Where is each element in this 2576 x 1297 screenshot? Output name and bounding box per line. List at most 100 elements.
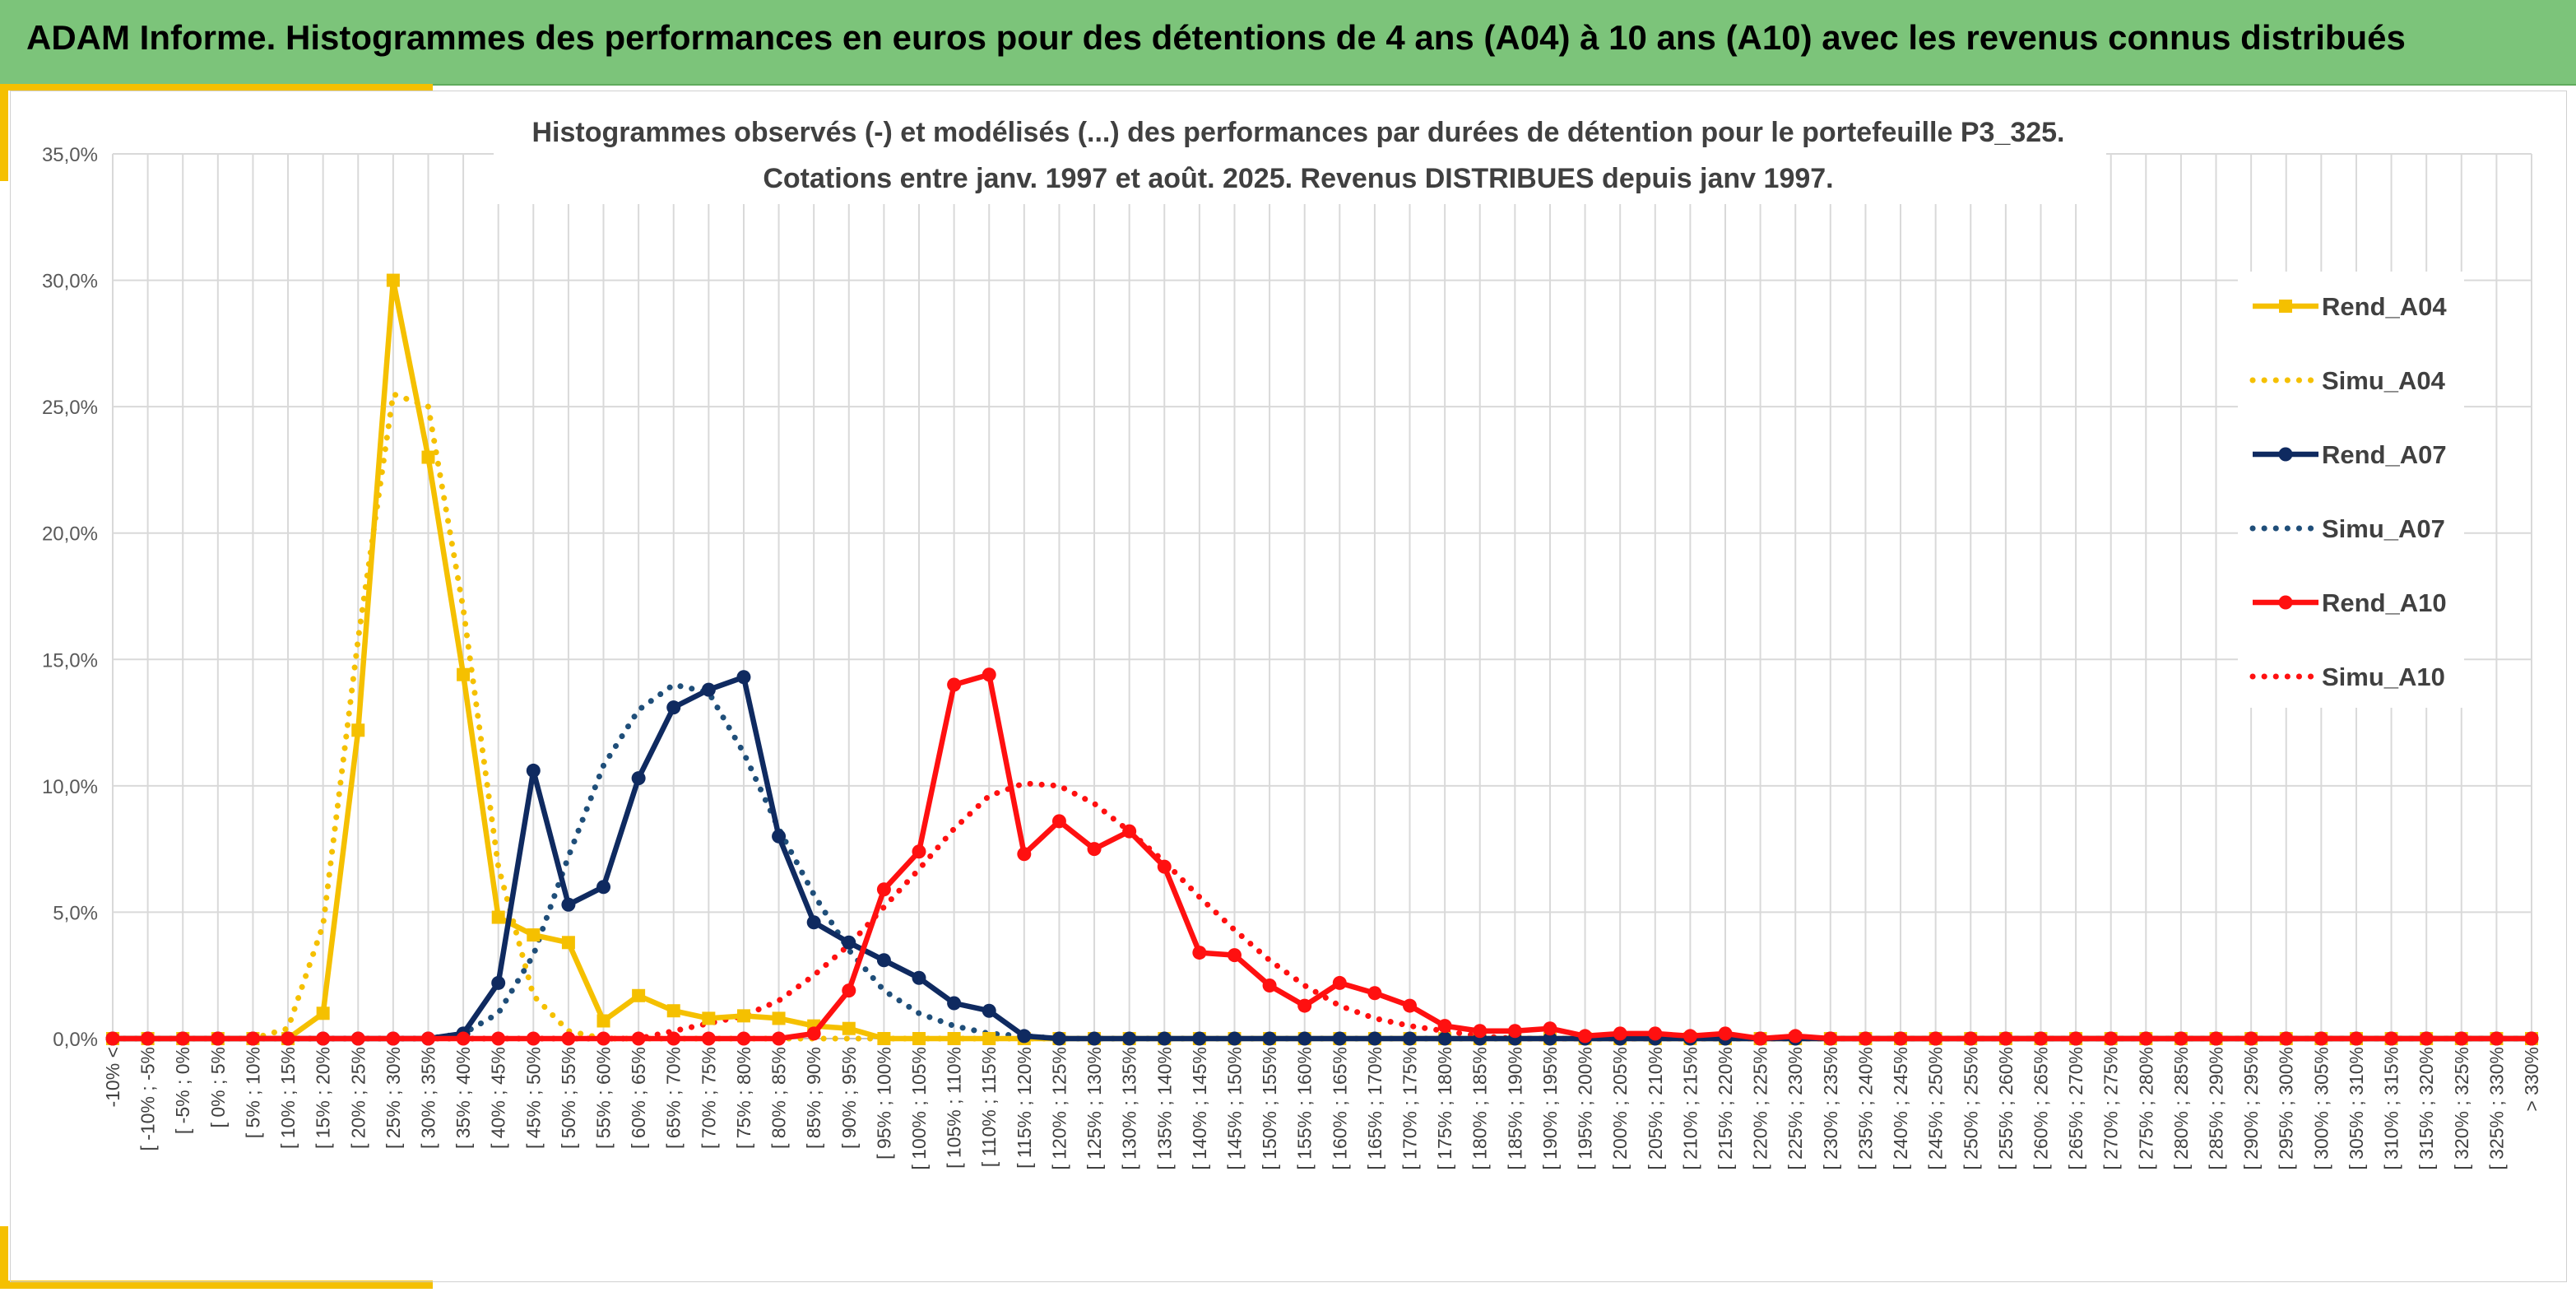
report-banner: ADAM Informe. Histogrammes des performan… <box>0 0 2576 86</box>
data-point <box>1403 998 1418 1013</box>
data-point <box>1157 1031 1172 1046</box>
data-point <box>1437 1031 1452 1046</box>
data-point <box>982 1003 996 1018</box>
data-point <box>105 1031 120 1046</box>
x-tick-label: [ 115% ; 120% <box>1014 1047 1035 1169</box>
data-point <box>982 1032 996 1045</box>
series-layer <box>105 273 2539 1046</box>
data-point <box>772 1031 787 1046</box>
data-point <box>632 988 646 1002</box>
data-point <box>2489 1031 2504 1046</box>
x-tick-label: [ 315% ; 320% <box>2416 1047 2437 1170</box>
x-tick-label: [ -10% ; -5% <box>137 1047 159 1151</box>
data-point <box>1473 1024 1488 1039</box>
data-point <box>2138 1031 2153 1046</box>
legend-item-Rend_A10: Rend_A10 <box>2253 588 2447 617</box>
data-point <box>1227 1031 1242 1046</box>
data-point <box>245 1031 260 1046</box>
data-point <box>211 1031 225 1046</box>
y-tick-label: 30,0% <box>42 271 98 293</box>
x-tick-label: [ 200% ; 205% <box>1609 1047 1631 1170</box>
data-point <box>2068 1031 2083 1046</box>
data-point <box>421 450 435 464</box>
data-point <box>1087 1031 1102 1046</box>
y-axis: 0,0% 5,0% 10,0% 15,0% 20,0% 25,0% 30,0% 35,0% <box>42 144 98 1051</box>
y-tick-label: 15,0% <box>42 649 98 672</box>
legend: Rend_A04 Simu_A04 Rend_A07 Simu_A07 Rend_A10… <box>2238 272 2464 708</box>
data-point <box>1543 1031 1557 1046</box>
x-tick-label: [ 40% ; 45% <box>488 1047 509 1149</box>
legend-marker <box>2278 447 2293 462</box>
series-line-Rend_A07 <box>113 674 2532 1042</box>
x-tick-label: [ 195% ; 200% <box>1575 1047 1596 1170</box>
data-point <box>596 880 611 895</box>
x-tick-label: [ 110% ; 115% <box>978 1047 1000 1167</box>
data-point <box>2279 1031 2294 1046</box>
chart-title-line2: Cotations entre janv. 1997 et août. 2025… <box>763 163 1833 194</box>
data-point <box>526 763 541 778</box>
y-tick-label: 25,0% <box>42 397 98 419</box>
x-tick-label: [ 35% ; 40% <box>453 1047 474 1149</box>
x-tick-label: [ 210% ; 215% <box>1679 1047 1701 1170</box>
x-tick-label: [ 135% ; 140% <box>1153 1047 1175 1170</box>
data-point <box>175 1031 190 1046</box>
x-tick-label: [ 10% ; 15% <box>277 1047 299 1149</box>
x-tick-label: [ -5% ; 0% <box>172 1047 193 1134</box>
legend-item-Rend_A04: Rend_A04 <box>2253 292 2447 321</box>
legend-marker <box>2278 595 2293 610</box>
x-tick-label: [ 215% ; 220% <box>1715 1047 1736 1170</box>
x-tick-label: [ 5% ; 10% <box>242 1047 263 1138</box>
data-point <box>1893 1031 1908 1046</box>
x-tick-label: [ 275% ; 280% <box>2135 1047 2156 1170</box>
data-point <box>1227 948 1242 963</box>
legend-label: Simu_A10 <box>2322 662 2445 691</box>
chart-title-background <box>494 105 2106 204</box>
series-line-Simu_A04 <box>109 391 2535 1042</box>
x-tick-label: [ 285% ; 290% <box>2206 1047 2227 1170</box>
legend-label: Rend_A04 <box>2322 292 2447 321</box>
data-point <box>1051 814 1066 829</box>
data-point <box>316 1031 331 1046</box>
data-point <box>876 882 891 897</box>
accent-bar-top <box>0 84 433 91</box>
data-point <box>1718 1026 1733 1041</box>
x-tick-label: [ 20% ; 25% <box>347 1047 369 1149</box>
legend-item-Simu_A10: Simu_A10 <box>2249 662 2445 691</box>
x-tick-label: [ 85% ; 90% <box>803 1047 824 1149</box>
x-tick-label: [ 270% ; 275% <box>2100 1047 2122 1170</box>
x-tick-label: [ 160% ; 165% <box>1329 1047 1350 1170</box>
data-point <box>701 682 716 697</box>
data-point <box>2419 1031 2434 1046</box>
data-point <box>456 1031 471 1046</box>
data-point <box>2174 1031 2188 1046</box>
data-point <box>527 928 541 942</box>
data-point <box>386 273 400 287</box>
data-point <box>1017 1029 1032 1044</box>
chart-grid <box>112 153 2532 1039</box>
data-point <box>1087 842 1102 857</box>
series-Simu_A04 <box>109 391 2535 1042</box>
series-line-Simu_A07 <box>109 681 2535 1042</box>
x-tick-label: [ 225% ; 230% <box>1785 1047 1806 1170</box>
x-tick-label: [ 185% ; 190% <box>1504 1047 1525 1170</box>
x-axis: -10% < [ -10% ; -5% [ -5% ; 0% [ 0% ; 5% [ 5… <box>102 1038 2542 1170</box>
data-point <box>1613 1026 1627 1041</box>
x-tick-label: [ 175% ; 180% <box>1434 1047 1455 1170</box>
chart-frame <box>10 91 2567 1282</box>
data-point <box>1122 1031 1137 1046</box>
x-tick-label: [ 235% ; 240% <box>1854 1047 1876 1170</box>
x-tick-label: [ 155% ; 160% <box>1294 1047 1316 1170</box>
data-point <box>806 1026 821 1041</box>
data-point <box>806 915 821 930</box>
x-tick-label: [ 60% ; 65% <box>628 1047 649 1149</box>
series-line-Simu_A10 <box>109 780 2535 1042</box>
data-point <box>666 700 681 715</box>
x-tick-label: [ 55% ; 60% <box>593 1047 615 1149</box>
x-tick-label: [ 295% ; 300% <box>2276 1047 2297 1170</box>
x-tick-label: [ 305% ; 310% <box>2346 1047 2367 1170</box>
series-line-Rend_A10 <box>113 672 2532 1042</box>
data-point <box>491 910 505 924</box>
x-tick-label: [ 120% ; 125% <box>1048 1047 1070 1170</box>
x-tick-label: [ 105% ; 110% <box>944 1047 965 1169</box>
data-point <box>526 1031 541 1046</box>
